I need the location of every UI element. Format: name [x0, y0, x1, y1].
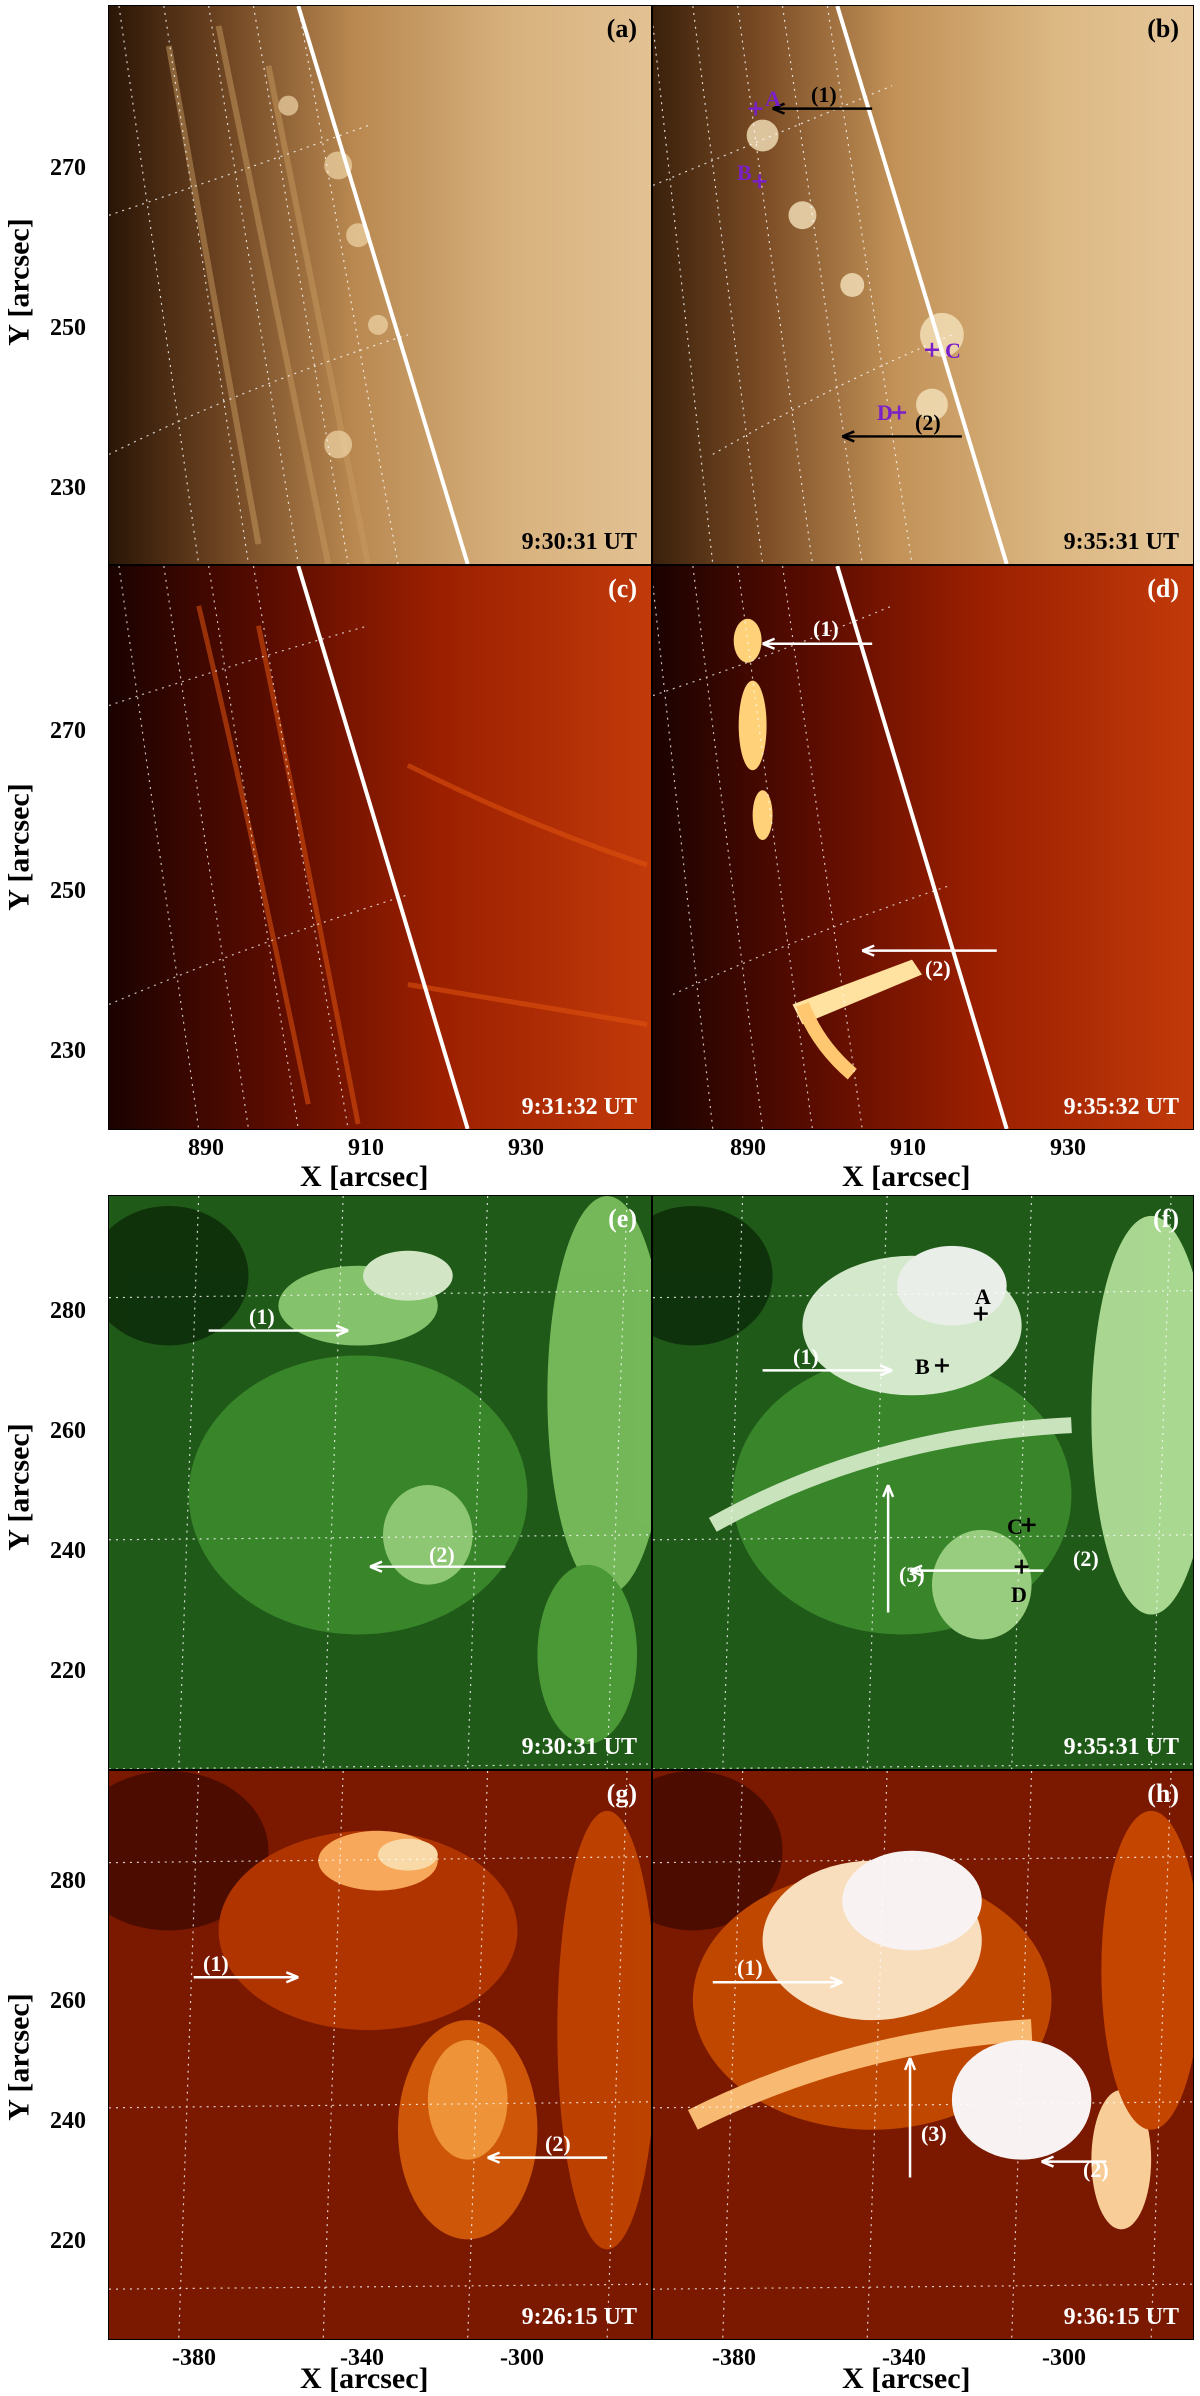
- marker-label-one: (1): [737, 1955, 763, 1980]
- panel-f-label: (f): [1153, 1204, 1179, 1233]
- y-tick-label: 230: [50, 475, 86, 501]
- panel-c: (c) 9:31:32 UT: [108, 565, 652, 1130]
- marker-label-two: (2): [545, 2131, 571, 2156]
- y-tick-label: 250: [50, 315, 86, 341]
- y-tick-label: 230: [50, 1038, 86, 1064]
- marker-label-two: (2): [915, 410, 941, 435]
- panel-h-image: [653, 1771, 1193, 2339]
- panel-b-label: (b): [1147, 14, 1179, 43]
- marker-label-one: (1): [811, 82, 837, 107]
- marker-label-two: (2): [1083, 2157, 1109, 2182]
- panel-b-markers: [748, 101, 962, 443]
- panel-e-label: (e): [608, 1204, 637, 1233]
- panel-h-time: 9:36:15 UT: [1063, 2304, 1179, 2330]
- marker-label-two: (2): [925, 956, 951, 981]
- y-tick-label: 280: [50, 1298, 86, 1324]
- x-tick-label: 890: [188, 1135, 224, 1161]
- point-label-b: B: [915, 1354, 930, 1379]
- panel-g: (1) (2) (g) 9:26:15 UT: [108, 1770, 652, 2340]
- panel-d-image: [653, 566, 1193, 1129]
- panel-a-time: 9:30:31 UT: [521, 529, 637, 555]
- marker-label-one: (1): [203, 1951, 229, 1976]
- x-tick-label: -380: [712, 2345, 756, 2371]
- panel-h-markers: [712, 1976, 1107, 2178]
- panel-a: (a) 9:30:31 UT: [108, 5, 652, 565]
- y-axis-label-bottom: Y [arcsec]: [2, 1993, 36, 2121]
- point-label-d: D: [877, 400, 893, 425]
- x-tick-label: -300: [500, 2345, 544, 2371]
- panel-e-time: 9:30:31 UT: [521, 1734, 637, 1760]
- panel-g-time: 9:26:15 UT: [521, 2304, 637, 2330]
- point-label-c: C: [1007, 1514, 1023, 1539]
- marker-label-two: (2): [429, 1542, 455, 1567]
- y-tick-label: 270: [50, 718, 86, 744]
- y-tick-label: 250: [50, 878, 86, 904]
- x-axis-label-bottom-left: X [arcsec]: [300, 2362, 429, 2395]
- y-tick-label: 280: [50, 1868, 86, 1894]
- x-tick-label: 910: [890, 1135, 926, 1161]
- y-tick-label: 220: [50, 1658, 86, 1684]
- y-tick-label: 260: [50, 1988, 86, 2014]
- panel-c-image: [109, 566, 651, 1129]
- panel-h-label: (h): [1147, 1779, 1179, 1808]
- panel-d-markers: [762, 637, 997, 957]
- panel-e-image: [109, 1196, 651, 1769]
- x-tick-label: -380: [172, 2345, 216, 2371]
- panel-h: (1) (2) (3) (h) 9:36:15 UT: [652, 1770, 1194, 2340]
- point-label-a: A: [765, 86, 781, 111]
- x-tick-label: 890: [730, 1135, 766, 1161]
- panel-e-markers: [208, 1324, 506, 1573]
- x-tick-label: -300: [1042, 2345, 1086, 2371]
- x-tick-label: -340: [340, 2345, 384, 2371]
- panel-g-label: (g): [606, 1779, 637, 1808]
- marker-label-one: (1): [249, 1304, 275, 1329]
- marker-label-one: (1): [813, 616, 839, 641]
- panel-b: (1) (2) A B C D (b) 9:35:31 UT: [652, 5, 1194, 565]
- panel-d: (1) (2) (d) 9:35:32 UT: [652, 565, 1194, 1130]
- panel-f-time: 9:35:31 UT: [1063, 1734, 1179, 1760]
- marker-label-one: (1): [793, 1344, 819, 1369]
- panel-c-label: (c): [608, 574, 637, 603]
- x-tick-label: 930: [1050, 1135, 1086, 1161]
- y-tick-label: 260: [50, 1418, 86, 1444]
- point-label-d: D: [1011, 1582, 1027, 1607]
- point-label-c: C: [945, 338, 961, 363]
- panel-g-image: [109, 1771, 651, 2339]
- panel-g-markers: [193, 1971, 608, 2164]
- panel-e: (1) (2) (e) 9:30:31 UT: [108, 1195, 652, 1770]
- x-axis-label-top-left: X [arcsec]: [300, 1160, 429, 1193]
- panel-f: (1) (2) (3) A B C D (f) 9:35:31 UT: [652, 1195, 1194, 1770]
- panel-a-image: [109, 6, 651, 564]
- y-tick-label: 240: [50, 1538, 86, 1564]
- x-tick-label: 930: [508, 1135, 544, 1161]
- panel-d-label: (d): [1147, 574, 1179, 603]
- panel-b-image: [653, 6, 1193, 564]
- y-axis-label-top: Y [arcsec]: [2, 218, 36, 346]
- marker-label-three: (3): [899, 1562, 925, 1587]
- panel-f-markers: [762, 1306, 1044, 1613]
- y-axis-label-middle: Y [arcsec]: [2, 783, 36, 911]
- panel-a-label: (a): [606, 14, 637, 43]
- x-axis-label-top-right: X [arcsec]: [842, 1160, 971, 1193]
- panel-c-time: 9:31:32 UT: [521, 1094, 637, 1120]
- y-axis-label-lower: Y [arcsec]: [2, 1423, 36, 1551]
- panel-b-time: 9:35:31 UT: [1063, 529, 1179, 555]
- y-tick-label: 220: [50, 2228, 86, 2254]
- point-label-a: A: [975, 1284, 991, 1309]
- panel-f-image: [653, 1196, 1193, 1769]
- marker-label-two: (2): [1073, 1546, 1099, 1571]
- x-axis-label-bottom-right: X [arcsec]: [842, 2362, 971, 2395]
- y-tick-label: 270: [50, 155, 86, 181]
- y-tick-label: 240: [50, 2108, 86, 2134]
- x-tick-label: 910: [348, 1135, 384, 1161]
- marker-label-three: (3): [921, 2121, 947, 2146]
- x-tick-label: -340: [882, 2345, 926, 2371]
- point-label-b: B: [737, 160, 752, 185]
- panel-d-time: 9:35:32 UT: [1063, 1094, 1179, 1120]
